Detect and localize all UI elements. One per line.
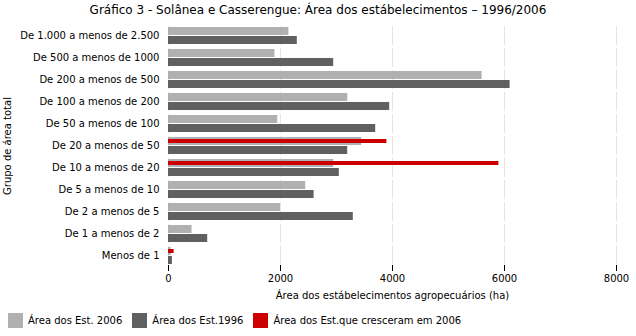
svg-text:De 2 a menos de 5: De 2 a menos de 5 [65, 206, 160, 217]
html-text:Área dos Est.1996: Área dos Est.1996 [152, 315, 244, 326]
svg-text:De 20 a menos de 50: De 20 a menos de 50 [52, 140, 159, 151]
svg-text:8000: 8000 [604, 273, 629, 284]
svg-text:De 50 a menos de 100: De 50 a menos de 100 [46, 118, 160, 129]
svg-text:De 1.000 a menos de 2.500: De 1.000 a menos de 2.500 [20, 30, 159, 41]
svg-text:De 500 a menos de 1000: De 500 a menos de 1000 [33, 52, 159, 63]
svg-text:De 200 a menos de 500: De 200 a menos de 500 [39, 74, 159, 85]
svg-text:De 5 a menos de 10: De 5 a menos de 10 [58, 184, 159, 195]
svg-text:4000: 4000 [380, 273, 405, 284]
html-text:Gráfico 3 - Solânea e Casseren: Gráfico 3 - Solânea e Casserengue: Área … [89, 3, 547, 17]
svg-text:Área dos estábelecimentos agro: Área dos estábelecimentos agropecuários … [276, 289, 510, 301]
svg-text:6000: 6000 [492, 273, 517, 284]
svg-text:De 100 a menos de 200: De 100 a menos de 200 [39, 96, 159, 107]
svg-text:Menos de 1: Menos de 1 [102, 250, 160, 261]
html-text:Área dos Est. 2006: Área dos Est. 2006 [28, 315, 123, 326]
svg-text:Grupo de área total: Grupo de área total [2, 97, 13, 195]
svg-text:0: 0 [165, 273, 171, 284]
svg-text:De 10 a menos de 20: De 10 a menos de 20 [52, 162, 159, 173]
svg-text:De 1 a menos de 2: De 1 a menos de 2 [65, 228, 160, 239]
svg-text:2000: 2000 [268, 273, 293, 284]
html-text:Área dos Est.que cresceram em: Área dos Est.que cresceram em 2006 [273, 315, 462, 326]
